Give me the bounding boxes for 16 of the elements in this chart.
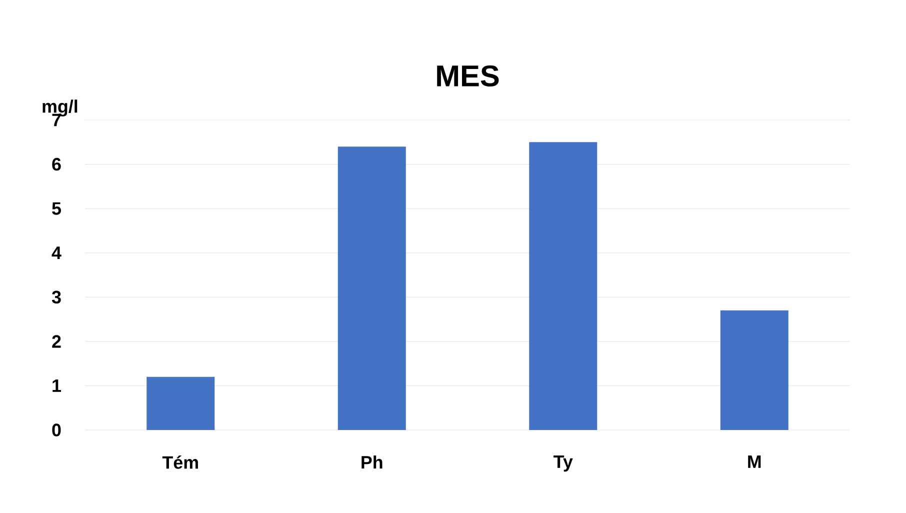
chart-title: MES <box>437 65 499 87</box>
bar <box>529 142 598 430</box>
y-tick-label: 0 <box>52 424 61 436</box>
y-tick-label: 2 <box>52 335 61 348</box>
x-tick-label: Ph <box>362 456 382 469</box>
x-tick-label: M <box>748 456 761 468</box>
y-tick-label: 4 <box>52 246 62 260</box>
y-tick-label: 1 <box>52 380 61 392</box>
y-tick-label: 3 <box>52 290 61 304</box>
x-tick-label: Tém <box>162 456 198 469</box>
y-tick-label: 5 <box>52 202 61 215</box>
y-tick-label: 6 <box>52 158 61 171</box>
bar <box>720 310 788 430</box>
x-tick-label: Ty <box>554 456 573 472</box>
bar <box>146 376 215 430</box>
bar <box>338 146 406 430</box>
